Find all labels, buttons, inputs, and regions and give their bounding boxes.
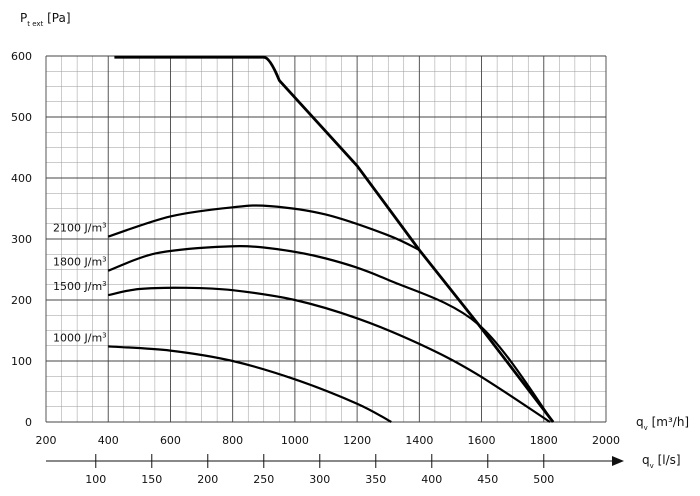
efficiency-curve [107, 204, 420, 251]
y-tick-label: 0 [25, 416, 32, 429]
x-tick-label: 1800 [530, 434, 558, 447]
x-tick-label: 400 [98, 434, 119, 447]
secondary-tick-label: 300 [309, 473, 330, 486]
secondary-tick-label: 100 [85, 473, 106, 486]
x-tick-label: 1400 [405, 434, 433, 447]
y-axis-title: Pt ext [Pa] [20, 11, 71, 28]
curve-label: 1500 J/m3 [53, 280, 107, 293]
y-tick-label: 200 [11, 294, 32, 307]
secondary-tick-label: 150 [141, 473, 162, 486]
y-tick-label: 500 [11, 111, 32, 124]
y-tick-label: 100 [11, 355, 32, 368]
x-tick-label: 200 [36, 434, 57, 447]
secondary-x-axis-title: qv [l/s] [642, 453, 681, 470]
secondary-tick-label: 450 [477, 473, 498, 486]
secondary-x-axis: 100 150 200 250 300 350 400 450 500 [46, 454, 624, 486]
curve-label: 2100 J/m3 [53, 222, 107, 235]
secondary-axis-arrow [612, 456, 624, 466]
secondary-tick-label: 200 [197, 473, 218, 486]
curve-label: 1000 J/m3 [53, 331, 107, 344]
efficiency-curve [108, 345, 392, 423]
x-axis-title: qv [m³/h] [636, 415, 689, 432]
x-tick-label: 2000 [592, 434, 620, 447]
x-tick-label: 1200 [343, 434, 371, 447]
x-tick-label: 1600 [468, 434, 496, 447]
y-tick-label: 300 [11, 233, 32, 246]
secondary-tick-label: 400 [421, 473, 442, 486]
y-tick-label: 600 [11, 50, 32, 63]
x-axis-ticks: 200 400 600 800 1000 1200 1400 1600 1800 2000 [36, 434, 621, 447]
curve-labels: 1000 J/m3 1500 J/m3 1800 J/m3 2100 J/m3 [53, 222, 107, 345]
x-tick-label: 800 [222, 434, 243, 447]
efficiency-curve [107, 286, 551, 423]
max-pressure-curve [114, 55, 555, 423]
secondary-tick-label: 250 [253, 473, 274, 486]
y-tick-label: 400 [11, 172, 32, 185]
x-tick-label: 1000 [281, 434, 309, 447]
curve-label: 1800 J/m3 [53, 256, 107, 269]
secondary-tick-label: 500 [533, 473, 554, 486]
y-axis-ticks: 0 100 200 300 400 500 600 [11, 50, 32, 429]
performance-curves [107, 55, 555, 423]
x-tick-label: 600 [160, 434, 181, 447]
secondary-tick-label: 350 [365, 473, 386, 486]
